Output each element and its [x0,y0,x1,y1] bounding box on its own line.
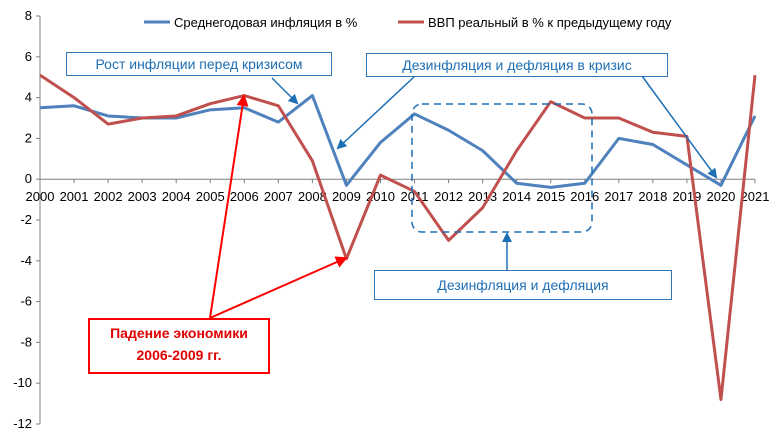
annotation-decline-line2: 2006-2009 гг. [136,347,222,363]
x-tick-label: 2019 [672,189,701,204]
disinflation-region-box [411,103,593,233]
x-tick-label: 2002 [94,189,123,204]
x-tick-label: 2012 [434,189,463,204]
annotation-disinflation: Дезинфляция и дефляция [374,270,672,300]
x-tick-labels: 2000 2001 2002 2003 2004 2005 2006 2007 2008 2009… [26,189,770,204]
y-tick-label: 2 [25,130,32,145]
series-lines [39,73,757,402]
y-tick-label: 0 [25,171,32,186]
annotation-disinflation-crisis: Дезинфляция и дефляция в кризис [366,53,668,77]
arrow-inflation-growth [271,77,299,105]
y-tick-label: -4 [20,253,32,268]
x-tick-label: 2018 [638,189,667,204]
legend: Среднегодовая инфляция в % ВВП реальный в… [144,15,672,30]
y-tick-label: 8 [25,8,32,23]
x-tick-label: 2000 [26,189,55,204]
y-tick-label: -2 [20,212,32,227]
x-tick-label: 2005 [196,189,225,204]
x-tick-label: 2009 [332,189,361,204]
arrow-disinflation-crisis-2020 [641,75,718,179]
x-tick-label: 2015 [536,189,565,204]
x-tick-label: 2006 [230,189,259,204]
annotation-economic-decline: Падение экономики 2006-2009 гг. [88,318,270,374]
series-line-gdp [39,73,757,402]
y-tick-label: -8 [20,334,32,349]
x-tick-label: 2020 [706,189,735,204]
annotation-arrows [209,75,718,319]
x-tick-label: 2017 [604,189,633,204]
x-tick-label: 2001 [60,189,89,204]
annotation-inflation-growth: Рост инфляции перед кризисом [66,52,332,76]
y-tick-label: 6 [25,49,32,64]
x-tick-label: 2014 [502,189,531,204]
arrow-decline-2009 [209,256,348,319]
x-tick-label: 2007 [264,189,293,204]
x-tick-label: 2004 [162,189,191,204]
legend-label: ВВП реальный в % к предыдущему году [428,15,672,30]
y-tick-label: -12 [13,416,32,431]
x-tick-label: 2008 [298,189,327,204]
y-tick-label: -10 [13,375,32,390]
series-line-inflation [39,94,757,189]
x-tick-label: 2003 [128,189,157,204]
arrow-disinflation-crisis-2009 [336,75,416,150]
y-tick-labels: 8 6 4 2 0 -2 -4 -6 -8 -10 -12 [13,8,32,431]
x-tick-label: 2021 [741,189,770,204]
y-tick-label: 4 [25,90,32,105]
legend-label: Среднегодовая инфляция в % [174,15,358,30]
y-tick-label: -6 [20,294,32,309]
arrow-decline-2006 [209,94,249,319]
x-tick-label: 2016 [570,189,599,204]
annotation-decline-line1: Падение экономики [110,325,248,341]
